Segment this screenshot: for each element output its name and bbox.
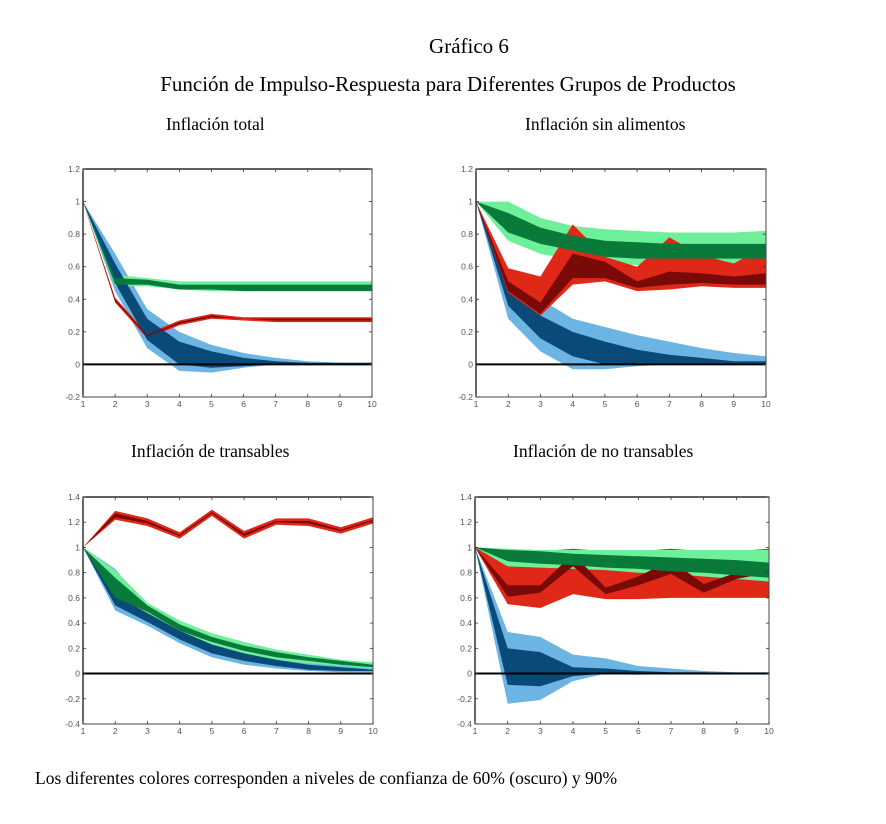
y-tick-label: 0.2	[460, 643, 472, 653]
panel-title-inflacion-transables: Inflación de transables	[131, 441, 290, 461]
x-tick-label: 5	[603, 726, 608, 736]
x-tick-label: 10	[367, 399, 377, 409]
figure-title: Gráfico 6	[429, 34, 509, 58]
x-tick-label: 5	[209, 399, 214, 409]
blue-band-60	[476, 201, 766, 365]
x-tick-label: 1	[474, 399, 479, 409]
x-tick-label: 9	[338, 726, 343, 736]
y-tick-label: -0.2	[458, 392, 473, 402]
x-tick-label: 7	[273, 399, 278, 409]
y-tick-label: -0.2	[65, 392, 80, 402]
panel-title-inflacion-total: Inflación total	[166, 114, 265, 134]
x-tick-label: 9	[734, 726, 739, 736]
y-tick-label: 0	[75, 359, 80, 369]
figure-subtitle: Función de Impulso-Respuesta para Difere…	[160, 72, 736, 96]
y-tick-label: 0.6	[461, 262, 473, 272]
x-tick-label: 7	[667, 399, 672, 409]
x-tick-label: 6	[241, 399, 246, 409]
x-tick-label: 9	[338, 399, 343, 409]
y-tick-label: -0.4	[65, 719, 80, 729]
green-band-60	[83, 547, 373, 668]
panel-4: 1.41.210.80.60.40.20-0.2-0.41 2 3 4 5 6 7 8 9 10	[457, 492, 774, 736]
x-tick-label: 3	[538, 726, 543, 736]
x-tick-label: 4	[570, 399, 575, 409]
y-tick-label: 0.8	[68, 229, 80, 239]
panel-3: 1.41.210.80.60.40.20-0.2-0.41 2 3 4 5 6 7 8 9 10	[65, 492, 378, 736]
x-tick-label: 8	[306, 726, 311, 736]
red-band-60	[475, 547, 769, 597]
x-tick-label: 3	[538, 399, 543, 409]
y-tick-label: 1.2	[461, 164, 473, 174]
green-band-60	[476, 201, 766, 259]
y-tick-label: 0.4	[68, 294, 80, 304]
y-tick-label: 0	[468, 359, 473, 369]
x-tick-label: 2	[113, 726, 118, 736]
x-tick-label: 9	[731, 399, 736, 409]
x-tick-label: 10	[764, 726, 774, 736]
y-tick-label: 0.2	[68, 643, 80, 653]
x-tick-label: 3	[145, 726, 150, 736]
y-tick-label: 0	[75, 669, 80, 679]
y-tick-label: 0.4	[461, 294, 473, 304]
y-tick-label: 1	[75, 197, 80, 207]
x-tick-label: 1	[473, 726, 478, 736]
y-tick-label: 0.6	[68, 593, 80, 603]
x-tick-label: 1	[81, 726, 86, 736]
y-tick-label: 0.8	[461, 229, 473, 239]
x-tick-label: 8	[699, 399, 704, 409]
y-tick-label: -0.2	[457, 694, 472, 704]
y-tick-label: -0.2	[65, 694, 80, 704]
y-tick-label: 1.4	[460, 492, 472, 502]
x-tick-label: 2	[505, 726, 510, 736]
x-tick-label: 8	[305, 399, 310, 409]
blue-band-60	[83, 201, 372, 368]
x-tick-label: 2	[113, 399, 118, 409]
x-tick-label: 3	[145, 399, 150, 409]
y-tick-label: 1	[468, 197, 473, 207]
red-band-90	[476, 201, 766, 316]
y-tick-label: 0.6	[460, 593, 472, 603]
x-tick-label: 10	[368, 726, 378, 736]
x-tick-label: 8	[701, 726, 706, 736]
x-tick-label: 5	[210, 726, 215, 736]
y-tick-label: 0.4	[68, 618, 80, 628]
x-tick-label: 7	[669, 726, 674, 736]
y-tick-label: 1.2	[68, 517, 80, 527]
x-tick-label: 5	[603, 399, 608, 409]
y-tick-label: 0.4	[460, 618, 472, 628]
panel-1: 1.210.80.60.40.20-0.21 2 3 4 5 6 7 8 9 10	[65, 164, 377, 409]
y-tick-label: 1.2	[68, 164, 80, 174]
y-tick-label: 1.4	[68, 492, 80, 502]
y-tick-label: 0.2	[461, 327, 473, 337]
y-tick-label: 1.2	[460, 517, 472, 527]
y-tick-label: 0	[467, 669, 472, 679]
panel-title-inflacion-sin-alimentos: Inflación sin alimentos	[525, 114, 686, 134]
y-tick-label: 1	[467, 542, 472, 552]
panel-2: 1.210.80.60.40.20-0.21 2 3 4 5 6 7 8 9 10	[458, 164, 771, 409]
y-tick-label: -0.4	[457, 719, 472, 729]
x-tick-label: 10	[761, 399, 771, 409]
panel-title-inflacion-no-transables: Inflación de no transables	[513, 441, 694, 461]
y-tick-label: 0.8	[68, 568, 80, 578]
confidence-note: Los diferentes colores corresponden a ni…	[35, 768, 618, 788]
green-band-60	[475, 547, 769, 578]
y-tick-label: 0.8	[460, 568, 472, 578]
green-band-90	[83, 201, 372, 292]
x-tick-label: 1	[81, 399, 86, 409]
x-tick-label: 6	[635, 399, 640, 409]
x-tick-label: 4	[177, 399, 182, 409]
red-band-90	[83, 509, 373, 548]
x-tick-label: 4	[177, 726, 182, 736]
y-tick-label: 0.6	[68, 262, 80, 272]
x-tick-label: 7	[274, 726, 279, 736]
x-tick-label: 4	[571, 726, 576, 736]
x-tick-label: 6	[242, 726, 247, 736]
x-tick-label: 6	[636, 726, 641, 736]
y-tick-label: 1	[75, 542, 80, 552]
x-tick-label: 2	[506, 399, 511, 409]
y-tick-label: 0.2	[68, 327, 80, 337]
